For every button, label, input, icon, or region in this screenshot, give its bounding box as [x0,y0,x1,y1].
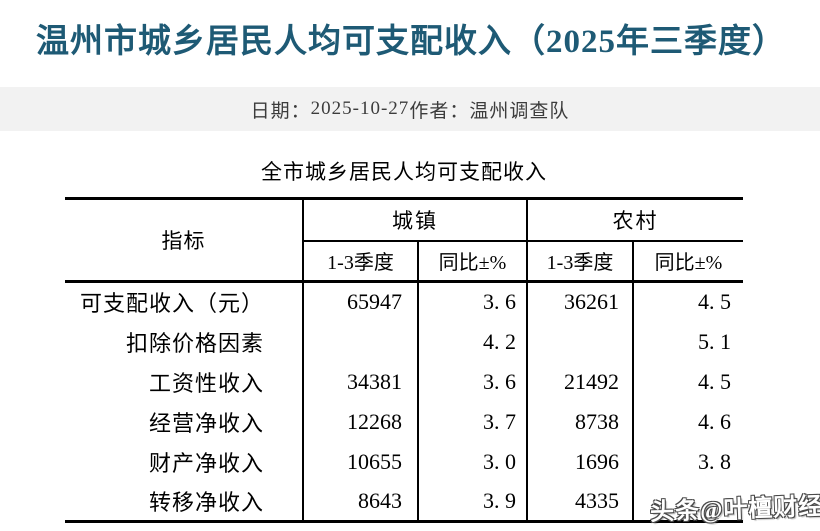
rural-yoy-value: 4. 6 [698,408,731,434]
rural-yoy-value: 3. 8 [698,448,731,474]
rural-yoy-value: 4. 5 [698,289,731,315]
rural-quarter-value: 4335 [527,481,634,523]
urban-yoy-value: 3. 9 [418,481,528,523]
urban-yoy-value: 3. 7 [418,401,528,442]
header-rural-group: 农村 [527,197,743,242]
rural-quarter-value: 21492 [527,361,634,402]
urban-yoy-value: 3. 6 [418,281,528,322]
urban-quarter-value: 12268 [303,401,419,442]
meta-date-value: 2025-10-27 [310,98,410,119]
table-row: 扣除价格因素 4. 2 5. 1 [65,321,743,362]
income-table-wrap: 指标 城镇 农村 1-3季度 同比±% 1-3季度 同比±% 可支配收入（元） … [65,197,743,523]
rural-yoy-value: 4. 5 [698,368,731,394]
table-row: 工资性收入 34381 3. 6 21492 4. 5 [65,361,743,402]
header-row-groups: 指标 城镇 农村 [65,197,743,283]
rural-yoy-value [633,481,743,523]
rural-yoy-value: 5. 1 [698,328,731,354]
rural-quarter-value: 36261 [527,281,634,322]
urban-quarter-value: 10655 [303,441,419,482]
toutiao-watermark: 头条@叶檀财经 [649,493,820,527]
urban-quarter-value: 8643 [303,481,419,523]
row-label: 工资性收入 [65,361,304,402]
urban-quarter-value [303,321,419,362]
header-urban-group: 城镇 [303,197,528,242]
urban-quarter-value: 65947 [303,281,419,322]
rural-quarter-value: 8738 [527,401,634,442]
meta-date-label: 日期： [250,100,311,122]
header-indicator: 指标 [65,197,304,283]
header-rural-yoy: 同比±% [633,240,743,283]
income-table: 指标 城镇 农村 1-3季度 同比±% 1-3季度 同比±% 可支配收入（元） … [65,197,743,523]
urban-yoy-value: 4. 2 [418,321,528,362]
header-urban-quarter: 1-3季度 [303,240,419,283]
row-label: 可支配收入（元） [65,281,304,322]
header-rural-quarter: 1-3季度 [527,240,634,283]
meta-author-value: 温州调查队 [469,100,570,122]
urban-yoy-value: 3. 6 [418,361,528,402]
header-urban-yoy: 同比±% [418,240,528,283]
header-row-sub: 1-3季度 同比±% 1-3季度 同比±% [65,240,743,283]
table-row: 财产净收入 10655 3. 0 1696 3. 8 [65,441,743,482]
urban-quarter-value: 34381 [303,361,419,402]
rural-quarter-value [527,321,634,362]
row-label: 转移净收入 [65,481,304,523]
table-row: 转移净收入 8643 3. 9 4335 [65,481,743,523]
meta-author-label: 作者： [409,100,470,122]
row-label: 扣除价格因素 [65,321,304,362]
urban-yoy-value: 3. 0 [418,441,528,482]
rural-quarter-value: 1696 [527,441,634,482]
meta-bar: 日期： 2025-10-27 作者： 温州调查队 [0,87,820,131]
table-caption: 全市城乡居民人均可支配收入 [261,160,547,184]
table-row: 经营净收入 12268 3. 7 8738 4. 6 [65,401,743,442]
page-title: 温州市城乡居民人均可支配收入（2025年三季度） [36,24,786,60]
row-label: 经营净收入 [65,401,304,442]
row-label: 财产净收入 [65,441,304,482]
table-row: 可支配收入（元） 65947 3. 6 36261 4. 5 [65,281,743,322]
